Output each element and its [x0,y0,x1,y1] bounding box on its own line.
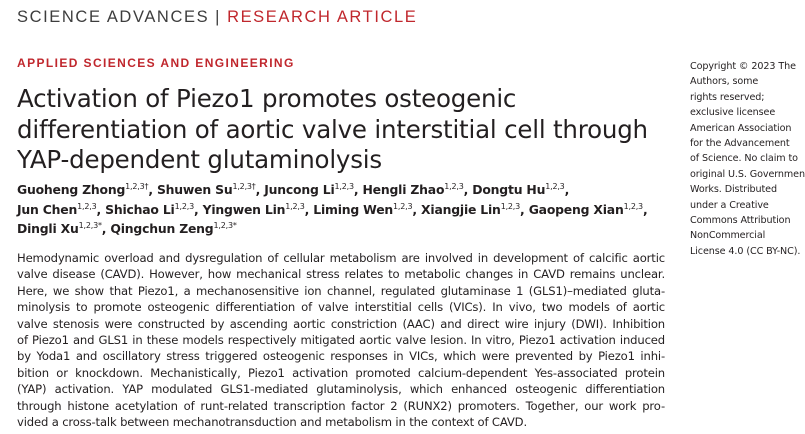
abstract-line: bition or knockdown. Mechanistically, Pi… [17,365,665,380]
abstract-line: minolysis to promote osteogenic differen… [17,300,665,315]
affiliation: 1,2,3* [213,220,237,230]
abstract-line: Here, we show that Piezo1, a mechanosens… [17,283,665,298]
author-name: Qingchun Zeng [110,221,214,236]
journal-header: SCIENCE ADVANCES | RESEARCH ARTICLE [17,8,417,27]
author-line: Guoheng Zhong1,2,3†, Shuwen Su1,2,3†, Ju… [17,180,647,200]
separator: , [642,201,648,217]
copyright-line: NonCommercial [690,230,766,242]
divider: | [215,8,222,26]
author-name: Dingli Xu [17,221,79,236]
abstract-line: by Yoda1 and oscillatory stress triggere… [17,349,665,364]
separator: , [96,201,101,217]
copyright-line: original U.S. Government [690,168,805,180]
abstract-line: vided a cross-talk between mechanotransd… [17,415,527,430]
author-name: Juncong Li [264,182,335,197]
affiliation: 1,2,3 [444,181,464,191]
section-label: APPLIED SCIENCES AND ENGINEERING [17,56,295,70]
copyright-line: Authors, some [690,76,759,88]
abstract-line: (YAP) activation. YAP modulated GLS1-med… [17,382,665,397]
title-line: Activation of Piezo1 promotes osteogenic [17,84,517,113]
separator: , [148,182,153,197]
separator: , [564,182,570,197]
affiliation: 1,2,3 [393,201,413,211]
author-name: Liming Wen [313,201,394,217]
separator: , [304,201,310,217]
author-name: Yingwen Lin [202,201,286,217]
separator: , [101,221,107,236]
copyright-line: American Association [690,122,792,134]
title-line: YAP-dependent glutaminolysis [17,145,382,174]
separator: , [412,201,417,217]
separator: , [193,201,199,217]
author-name: Hengli Zhao [362,182,445,197]
copyright-line: under a Creative [690,199,769,211]
affiliation: 1,2,3† [125,181,149,191]
affiliation: 1,2,3* [78,220,102,230]
copyright: Copyright © 2023 The Authors, some rights … [690,59,805,259]
affiliation: 1,2,3 [500,201,521,211]
abstract-line: through histone acetylation of runt-rela… [17,398,665,413]
affiliation: 1,2,3 [77,201,97,211]
journal-name: SCIENCE ADVANCES [17,8,210,26]
copyright-line: exclusive licensee [690,107,776,119]
abstract: Hemodynamic overload and dysregulation o… [17,250,665,430]
author-name: Guoheng Zhong [17,182,126,197]
copyright-line: Works. Distributed [690,184,777,196]
article-type: RESEARCH ARTICLE [227,8,418,26]
affiliation: 1,2,3 [285,201,305,211]
affiliation: 1,2,3 [623,201,644,211]
author-line: Jun Chen1,2,3, Shichao Li1,2,3, Yingwen … [17,200,648,220]
abstract-line: valve stenosis were constructed by ascen… [17,316,665,331]
affiliation: 1,2,3 [545,181,565,191]
separator: , [520,201,525,217]
copyright-line: rights reserved; [690,91,765,103]
affiliation: 1,2,3† [232,181,256,191]
authors: Guoheng Zhong1,2,3†, Shuwen Su1,2,3†, Ju… [17,180,648,239]
author-name: Xiangjie Lin [421,201,501,217]
separator: , [463,182,469,197]
abstract-line: Hemodynamic overload and dysregulation o… [17,251,665,265]
author-name: Shichao Li [105,201,175,217]
author-name: Dongtu Hu [472,182,546,197]
author-line: Dingli Xu1,2,3*, Qingchun Zeng1,2,3* [17,219,647,239]
author-name: Shuwen Su [156,182,233,197]
author-name: Gaopeng Xian [528,201,624,217]
separator: , [255,182,261,197]
title: Activation of Piezo1 promotes osteogenic… [17,84,648,176]
copyright-line: of Science. No claim to [690,153,798,165]
affiliation: 1,2,3 [174,201,195,211]
copyright-line: License 4.0 (CC BY-NC). [690,245,801,257]
author-name: Jun Chen [17,201,78,217]
copyright-line: Commons Attribution [690,215,791,227]
copyright-line: for the Advancement [690,138,790,150]
affiliation: 1,2,3 [334,181,355,191]
separator: , [353,182,359,197]
title-line: differentiation of aortic valve intersti… [17,114,648,144]
abstract-line: of Piezo1 and GLS1 in these models respe… [17,333,665,348]
abstract-line: valve disease (CAVD). However, how mecha… [17,267,665,282]
copyright-line: Copyright © 2023 The [690,61,796,72]
